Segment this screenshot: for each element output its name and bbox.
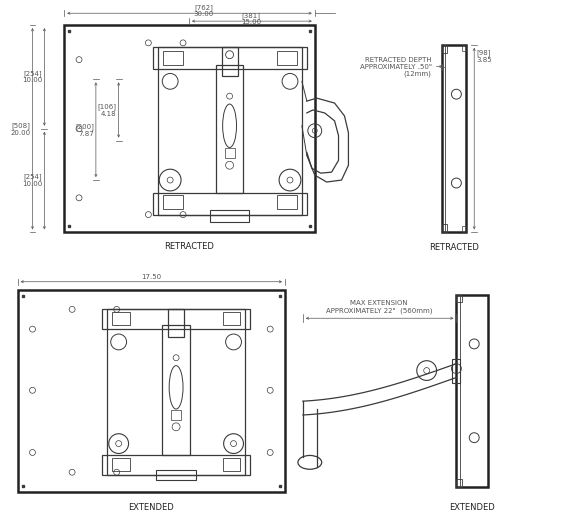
Bar [223,312,241,325]
Text: APPROXIMATELY 22"  (560mm): APPROXIMATELY 22" (560mm) [326,308,432,314]
Text: (12mm): (12mm) [404,70,432,77]
Bar [441,224,448,232]
Bar [156,470,196,480]
Bar [456,479,462,487]
Bar [153,193,307,215]
Text: APPROXIMATELY .50": APPROXIMATELY .50" [360,64,432,70]
Text: RETRACTED DEPTH: RETRACTED DEPTH [365,57,432,63]
Bar [153,47,307,69]
Bar [102,309,251,329]
Bar [162,325,190,455]
Bar [224,148,234,158]
Text: [762]: [762] [194,5,213,11]
Text: RETRACTED: RETRACTED [164,242,214,251]
Bar [112,459,129,472]
Text: [254]: [254] [24,174,42,180]
Text: EXTENDED: EXTENDED [450,503,495,512]
Text: [381]: [381] [242,12,261,19]
Bar [171,410,181,420]
Bar [163,51,183,65]
Bar [456,295,462,302]
Text: 15.00: 15.00 [241,19,262,25]
Bar [456,295,488,487]
Text: RETRACTED: RETRACTED [429,243,479,252]
Text: 3.85: 3.85 [476,57,492,63]
Bar [216,65,244,193]
Bar [277,51,297,65]
Bar [17,290,285,492]
Text: 10.00: 10.00 [22,181,42,187]
Text: EXTENDED: EXTENDED [128,503,174,512]
Bar [163,195,183,209]
Bar [102,455,251,475]
Bar [441,45,466,232]
Bar [168,309,184,337]
Bar [112,312,129,325]
Text: [254]: [254] [24,70,42,77]
Text: 10.00: 10.00 [22,78,42,83]
Bar [462,45,466,51]
Bar [64,25,315,232]
Text: [200]: [200] [75,124,94,130]
Bar [462,226,466,232]
Bar [107,309,245,475]
Text: 30.00: 30.00 [194,11,214,17]
Text: [508]: [508] [12,123,31,129]
Bar [277,195,297,209]
Text: 20.00: 20.00 [10,130,31,135]
Bar [222,47,237,77]
Bar [158,47,302,215]
Bar [441,45,448,53]
Text: [98]: [98] [476,49,491,56]
Bar [223,459,241,472]
Text: [106]: [106] [97,103,117,111]
Bar [210,210,249,221]
Text: 17.50: 17.50 [142,274,161,280]
Text: 7.87: 7.87 [78,131,94,136]
Text: MAX EXTENSION: MAX EXTENSION [350,300,408,307]
Bar [452,359,461,384]
Text: 4.18: 4.18 [101,111,117,117]
